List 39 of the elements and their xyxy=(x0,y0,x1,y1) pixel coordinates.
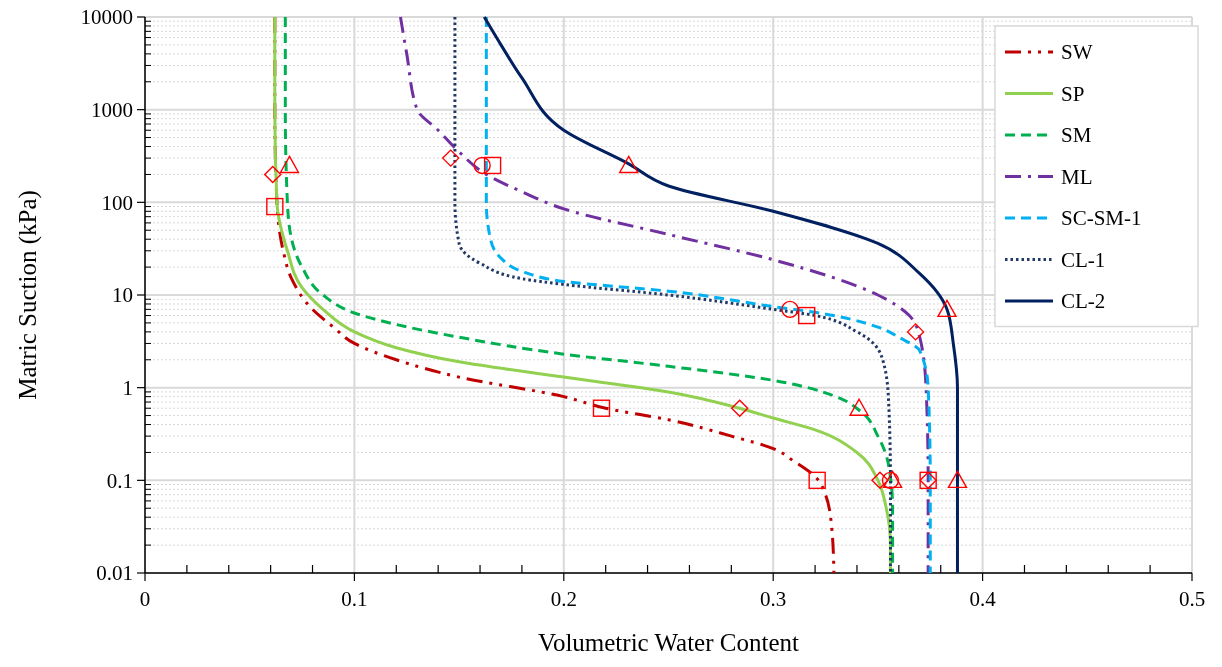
legend-label: SM xyxy=(1061,123,1092,148)
point xyxy=(619,155,639,174)
point xyxy=(849,398,869,416)
point xyxy=(906,323,925,341)
legend-label: CL-1 xyxy=(1061,247,1106,272)
x-tick-label: 0.1 xyxy=(341,587,368,611)
point xyxy=(937,299,957,318)
point xyxy=(473,156,491,175)
x-tick-label: 0.4 xyxy=(969,587,997,611)
y-tick-label: 10000 xyxy=(80,5,133,30)
point xyxy=(483,156,502,175)
legend-label: SC-SM-1 xyxy=(1061,206,1142,231)
y-axis-title: Matric Suction (kPa) xyxy=(14,190,42,400)
point xyxy=(781,300,799,319)
point xyxy=(947,470,968,489)
point xyxy=(266,197,284,216)
legend-label: ML xyxy=(1061,164,1093,189)
legend-label: SP xyxy=(1061,81,1085,106)
x-tick-label: 0.3 xyxy=(760,587,787,611)
point xyxy=(279,155,300,174)
point xyxy=(442,149,460,167)
x-tick-label: 0.2 xyxy=(550,587,577,611)
point xyxy=(808,471,826,490)
legend-label: SW xyxy=(1061,40,1093,65)
y-tick-label: 10 xyxy=(112,283,133,308)
point xyxy=(592,399,611,417)
point xyxy=(264,165,282,184)
point xyxy=(871,471,889,490)
y-tick-label: 1 xyxy=(122,376,133,401)
y-tick-label: 100 xyxy=(101,190,133,215)
point xyxy=(731,399,749,417)
x-tick-label: 0.5 xyxy=(1178,587,1206,611)
point xyxy=(798,306,816,325)
y-tick-label: 0.1 xyxy=(106,468,133,493)
x-tick-label: 0 xyxy=(139,587,151,611)
y-tick-label: 0.01 xyxy=(96,561,133,586)
x-axis-title: Volumetric Water Content xyxy=(538,629,799,656)
legend-label: CL-2 xyxy=(1061,289,1106,314)
y-tick-label: 1000 xyxy=(91,98,133,123)
